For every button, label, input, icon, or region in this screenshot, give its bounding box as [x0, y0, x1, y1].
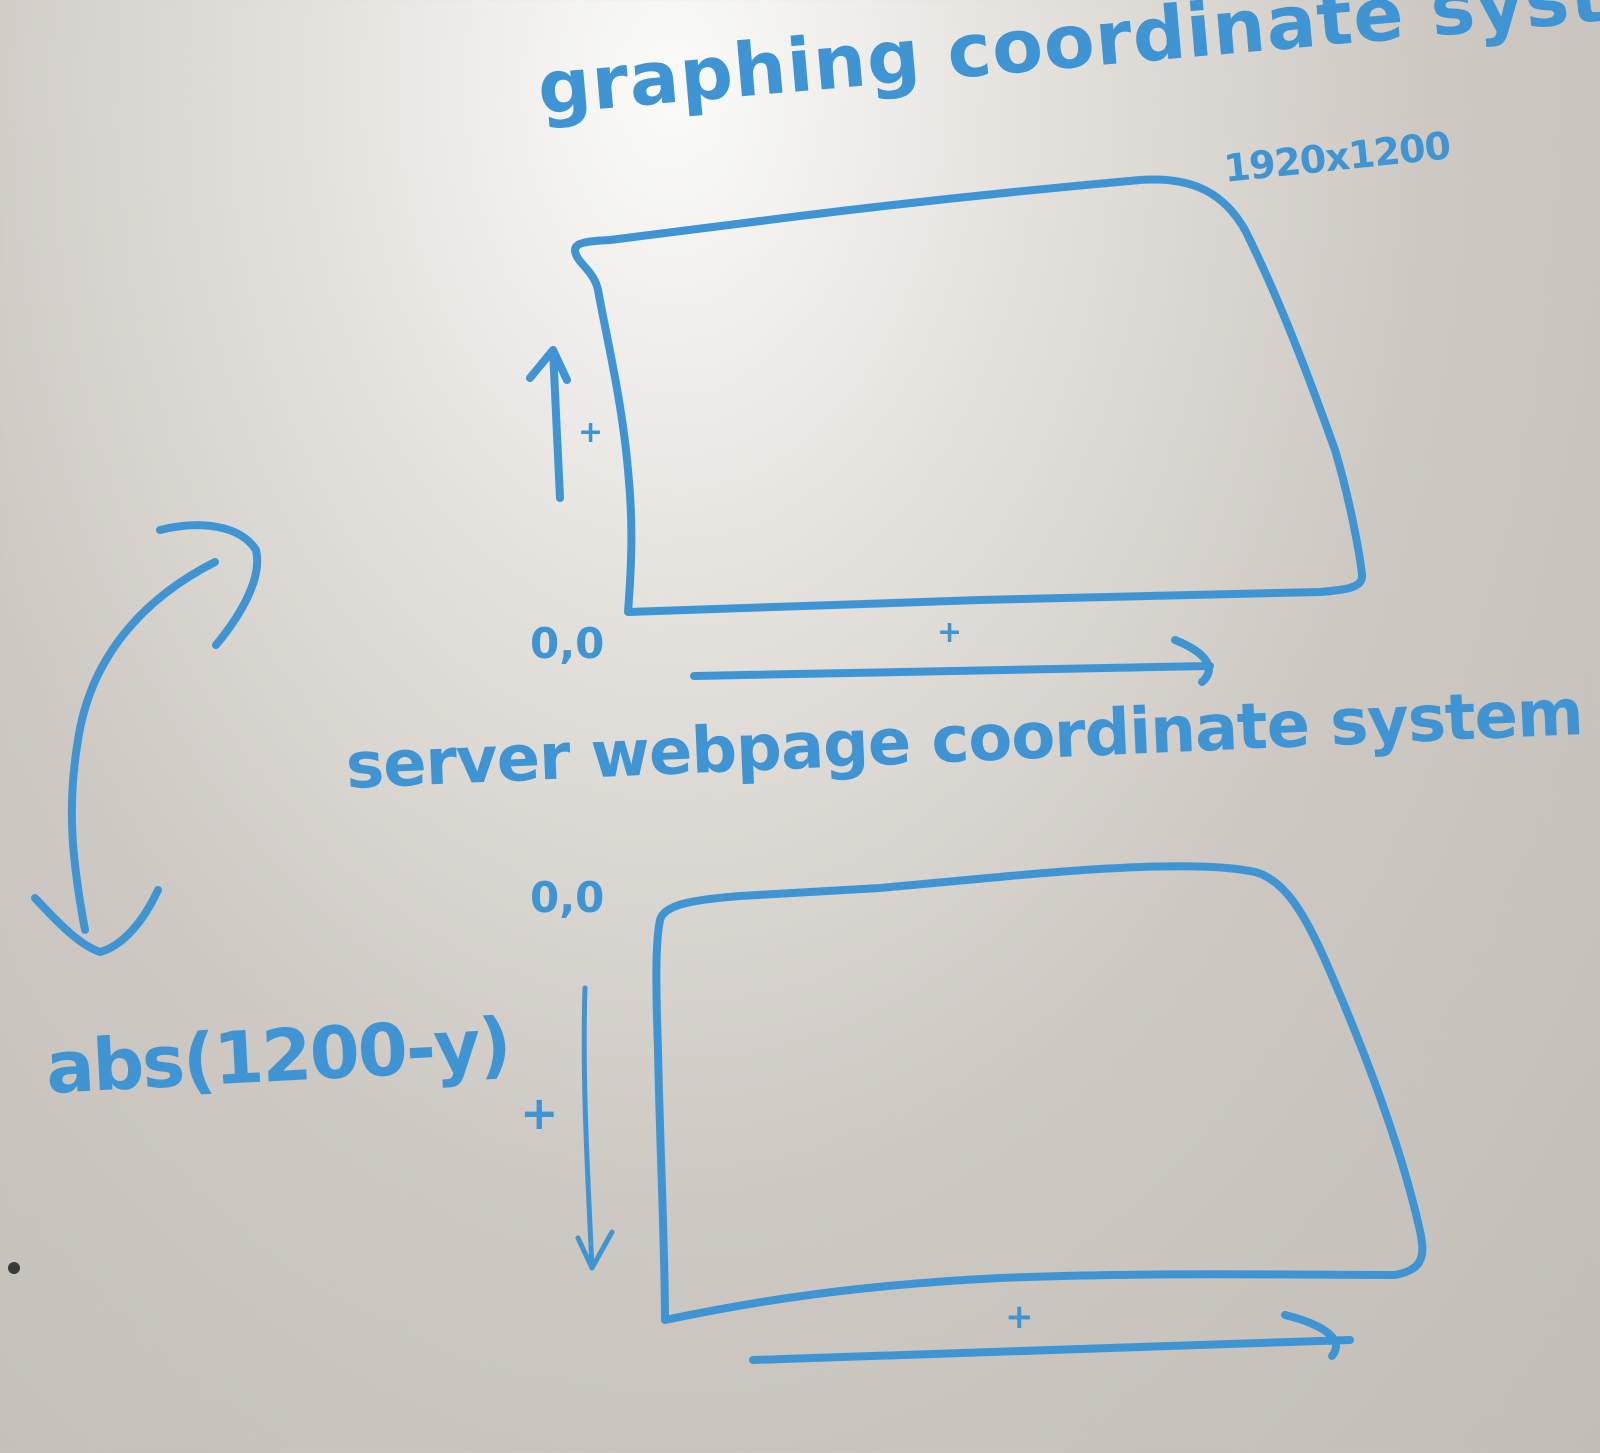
bottom-x-axis-arrow	[749, 1311, 1354, 1364]
swap-arrow-lower-head	[31, 886, 162, 956]
top-x-axis-arrow	[690, 636, 1214, 686]
bottom-screen-rectangle	[652, 862, 1427, 1324]
swap-arrow	[67, 558, 219, 934]
graphing-y-positive-label: +	[578, 415, 604, 450]
bottom-y-axis-arrow	[575, 985, 615, 1271]
webpage-y-positive-label: +	[520, 1086, 559, 1140]
graphing-origin-label: 0,0	[530, 619, 605, 668]
top-screen-rectangle	[571, 175, 1366, 616]
swap-arrow-upper-head	[156, 521, 262, 649]
board-spot	[8, 1262, 20, 1274]
graphing-x-positive-label: +	[937, 615, 963, 650]
webpage-origin-label: 0,0	[530, 873, 605, 922]
top-y-axis-arrow	[526, 346, 571, 502]
webpage-x-positive-label: +	[1005, 1297, 1034, 1337]
